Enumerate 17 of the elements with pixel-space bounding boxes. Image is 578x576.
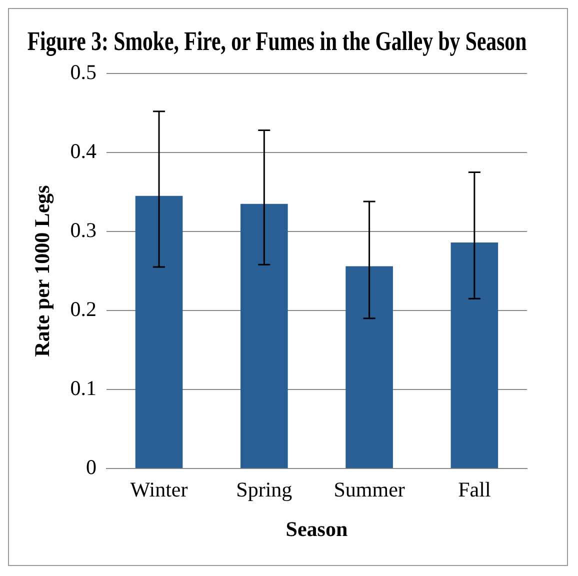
bar [346,266,393,468]
bar [450,242,498,468]
x-axis-title: Season [286,516,348,541]
chart-title: Figure 3: Smoke, Fire, or Fumes in the Galley by Season [27,28,528,57]
y-tick-label: 0.5 [70,60,96,84]
y-tick-label: 0.2 [70,297,96,322]
x-tick-label: Spring [236,478,293,502]
y-tick-label: 0.4 [70,138,97,163]
bar [135,196,183,468]
x-tick-label: Summer [334,478,405,502]
x-tick-label: Winter [130,478,188,502]
bar [240,204,288,468]
y-tick-label: 0.1 [70,376,96,400]
y-tick-label: 0 [86,455,96,480]
x-tick-label: Fall [458,478,491,502]
y-axis-title: Rate per 1000 Legs [30,185,54,357]
y-tick-label: 0.3 [70,218,96,242]
